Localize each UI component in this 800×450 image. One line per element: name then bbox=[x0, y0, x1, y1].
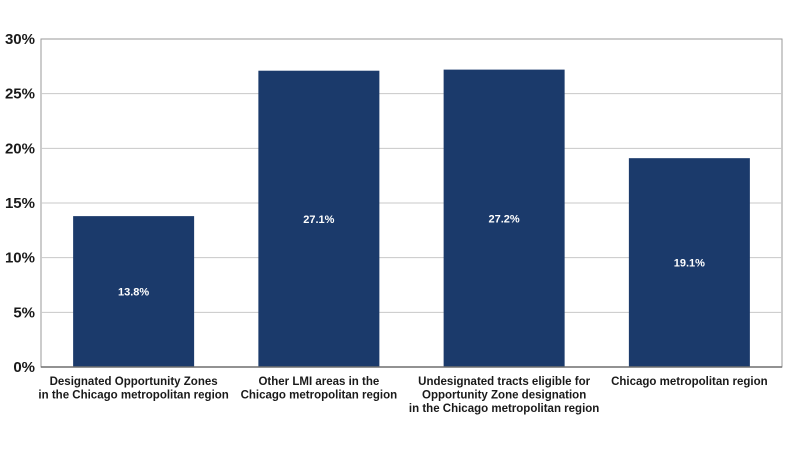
y-tick-label: 25% bbox=[5, 86, 35, 103]
y-tick-label: 10% bbox=[5, 250, 35, 267]
x-category-label: in the Chicago metropolitan region bbox=[38, 390, 228, 402]
y-tick-label: 30% bbox=[5, 31, 35, 48]
bar bbox=[258, 70, 380, 367]
x-category-label: Undesignated tracts eligible for bbox=[418, 376, 590, 388]
x-category-label: Designated Opportunity Zones bbox=[50, 376, 218, 388]
y-tick-label: 0% bbox=[13, 359, 35, 376]
bar bbox=[73, 216, 195, 367]
y-tick-label: 15% bbox=[5, 195, 35, 212]
x-category-label: in the Chicago metropolitan region bbox=[409, 403, 599, 415]
x-category-label: Other LMI areas in the bbox=[258, 376, 379, 388]
bar bbox=[443, 69, 565, 367]
bar-data-label: 27.2% bbox=[489, 213, 520, 225]
bar-data-label: 27.1% bbox=[303, 214, 334, 226]
bar-data-label: 19.1% bbox=[674, 258, 705, 270]
x-category-label: Opportunity Zone designation bbox=[422, 390, 586, 402]
x-category-label: Chicago metropolitan region bbox=[611, 376, 768, 388]
y-tick-label: 5% bbox=[13, 304, 35, 321]
bar bbox=[628, 158, 750, 367]
bar-data-label: 13.8% bbox=[118, 287, 149, 299]
y-tick-label: 20% bbox=[5, 140, 35, 157]
x-category-label: Chicago metropolitan region bbox=[241, 390, 398, 402]
